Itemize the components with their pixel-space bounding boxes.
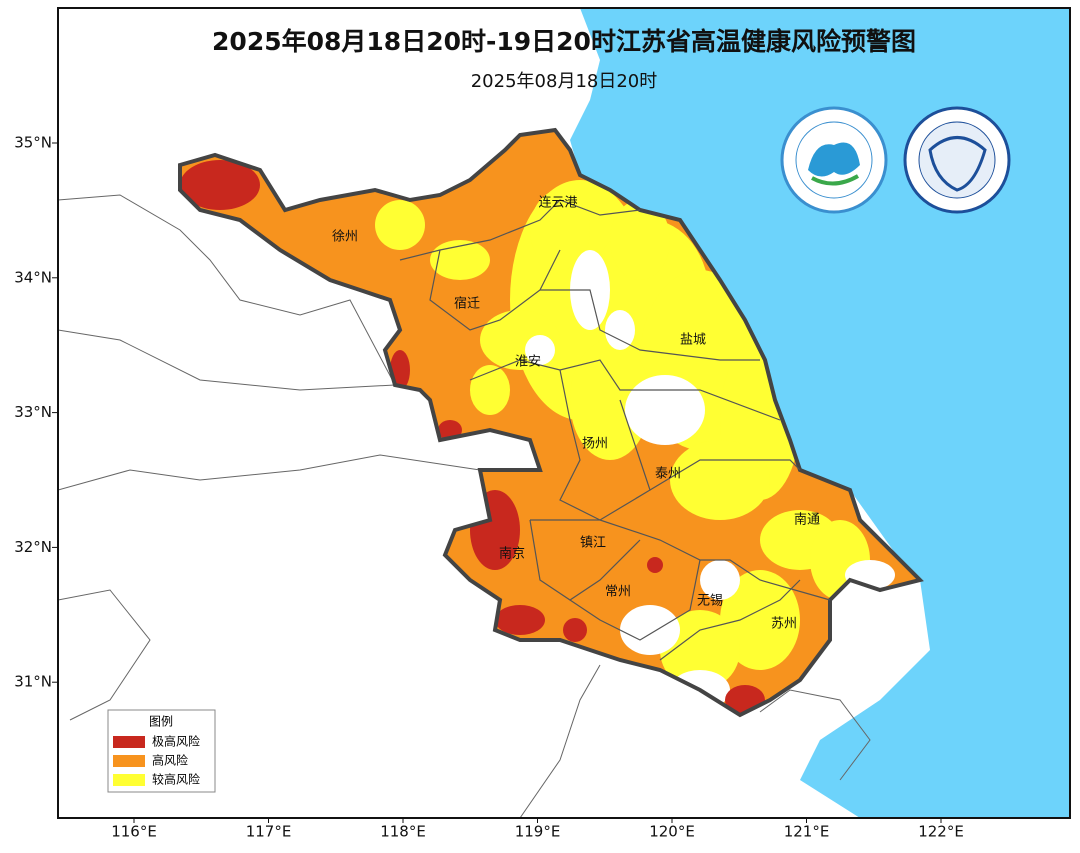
logo-ring	[795, 121, 873, 199]
risk-patch	[525, 335, 555, 365]
city-label: 淮安	[515, 355, 541, 370]
city-label: 扬州	[582, 437, 608, 452]
risk-patch	[720, 570, 800, 670]
lon-label: 121°E	[784, 823, 830, 841]
risk-patch	[495, 605, 545, 635]
risk-patch	[530, 190, 590, 270]
lat-label: 35°N	[14, 134, 52, 152]
legend-label: 较高风险	[152, 772, 200, 787]
city-label: 徐州	[332, 230, 358, 245]
city-label: 常州	[605, 585, 631, 600]
risk-patch	[625, 375, 705, 445]
city-label: 宿迁	[454, 296, 480, 312]
legend-swatch	[113, 736, 145, 748]
lat-label: 34°N	[14, 268, 52, 286]
legend-swatch	[113, 774, 145, 786]
logos	[780, 106, 1011, 214]
lat-label: 31°N	[14, 673, 52, 691]
city-label: 连云港	[538, 195, 577, 211]
risk-patch	[563, 618, 587, 642]
risk-patch	[430, 240, 490, 280]
lat-label: 32°N	[14, 538, 52, 556]
legend-label: 高风险	[152, 753, 188, 768]
lon-label: 117°E	[246, 823, 292, 841]
risk-patch	[700, 560, 740, 600]
lon-label: 116°E	[111, 823, 157, 841]
risk-patch	[610, 200, 670, 280]
logo-ring	[918, 121, 996, 199]
legend-title: 图例	[149, 715, 173, 729]
city-label: 南通	[794, 512, 820, 528]
city-label: 盐城	[680, 333, 706, 348]
risk-patch	[470, 365, 510, 415]
risk-patch	[620, 605, 680, 655]
city-label: 泰州	[655, 467, 681, 482]
lon-label: 118°E	[380, 823, 426, 841]
logo-cloud	[808, 142, 860, 177]
lon-label: 120°E	[649, 823, 695, 841]
risk-patch	[670, 440, 770, 520]
city-label: 无锡	[697, 594, 723, 609]
risk-patch	[180, 160, 260, 210]
legend-label: 极高风险	[152, 734, 200, 749]
lat-label: 33°N	[14, 403, 52, 421]
risk-patch	[375, 200, 425, 250]
legend-swatch	[113, 755, 145, 767]
title: 2025年08月18日20时-19日20时江苏省高温健康风险预警图	[212, 27, 916, 56]
map-area	[58, 8, 1070, 818]
logo-wave	[811, 174, 860, 186]
city-label: 苏州	[771, 616, 797, 632]
neighbor-borders	[58, 194, 871, 818]
city-label: 镇江	[580, 536, 606, 551]
risk-patch	[605, 310, 635, 350]
lon-label: 122°E	[918, 823, 964, 841]
subtitle: 2025年08月18日20时	[471, 71, 658, 92]
city-borders	[399, 199, 831, 661]
city-label: 南京	[499, 546, 525, 562]
logo-emblem	[928, 136, 987, 192]
risk-patch	[647, 557, 663, 573]
lon-label: 119°E	[515, 823, 561, 841]
